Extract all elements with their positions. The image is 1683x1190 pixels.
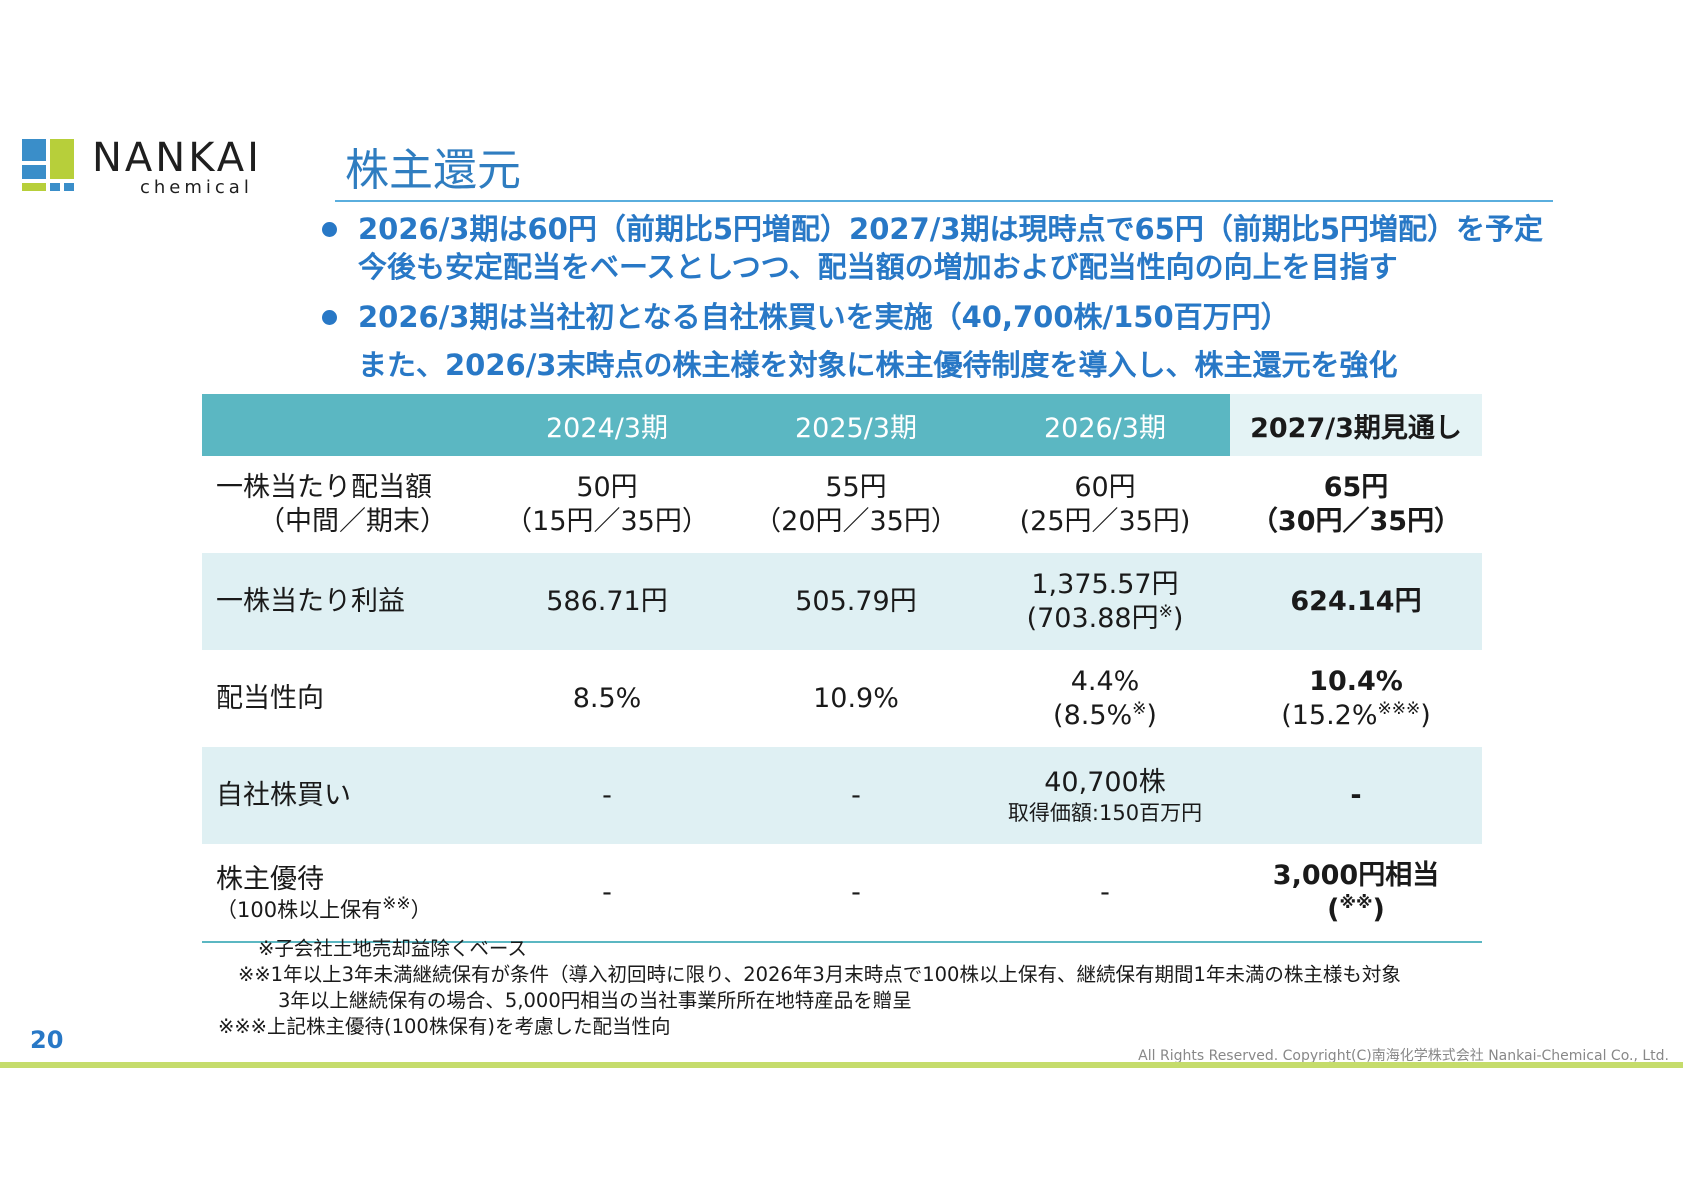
title-divider bbox=[335, 200, 1553, 202]
cell: - bbox=[482, 747, 732, 844]
row-label: 一株当たり配当額 （中間／期末） bbox=[216, 471, 447, 537]
logo-mark-icon bbox=[22, 139, 74, 191]
row-label: 配当性向 bbox=[216, 682, 324, 714]
row-label: 一株当たり利益 bbox=[202, 553, 482, 650]
cell: 60円 (25円／35円) bbox=[1019, 471, 1191, 537]
cell: - bbox=[732, 844, 980, 943]
footnote: ※※※上記株主優待(100株保有)を考慮した配当性向 bbox=[218, 1015, 671, 1038]
cell: 1,375.57円 (703.88円※) bbox=[980, 553, 1230, 650]
footer-bar bbox=[0, 1062, 1683, 1068]
bullet-dividend: 2026/3期は60円（前期比5円増配）2027/3期は現時点で65円（前期比5… bbox=[322, 210, 1662, 286]
cell: 8.5% bbox=[572, 682, 642, 714]
footnote: ※※1年以上3年未満継続保有が条件（導入初回時に限り、2026年3月末時点で10… bbox=[238, 963, 1401, 986]
cell: 50円 （15円／35円） bbox=[505, 471, 709, 537]
header-fy2026: 2026/3期 bbox=[980, 394, 1230, 456]
cell: - bbox=[482, 844, 732, 943]
header-fy2027-forecast: 2027/3期見通し bbox=[1230, 394, 1482, 456]
cell: 55円 （20円／35円） bbox=[754, 471, 958, 537]
summary-bullets: 2026/3期は60円（前期比5円増配）2027/3期は現時点で65円（前期比5… bbox=[322, 210, 1662, 384]
cell: 586.71円 bbox=[482, 553, 732, 650]
footnotes: ※子会社土地売却益除くベース ※※1年以上3年未満継続保有が条件（導入初回時に限… bbox=[218, 936, 1401, 1040]
cell: 505.79円 bbox=[732, 553, 980, 650]
header-blank bbox=[202, 394, 482, 456]
shareholder-return-table: 2024/3期 2025/3期 2026/3期 2027/3期見通し 一株当たり… bbox=[202, 394, 1482, 943]
copyright-text: All Rights Reserved. Copyright(C)南海化学株式会… bbox=[1138, 1048, 1669, 1064]
row-label: 株主優待 （100株以上保有※※） bbox=[202, 844, 482, 943]
cell-forecast: - bbox=[1230, 747, 1482, 844]
header-fy2025: 2025/3期 bbox=[732, 394, 980, 456]
bullet-line: 今後も安定配当をベースとしつつ、配当額の増加および配当性向の向上を目指す bbox=[358, 250, 1398, 284]
logo-subtext: chemical bbox=[140, 177, 253, 198]
table-header-row: 2024/3期 2025/3期 2026/3期 2027/3期見通し bbox=[202, 394, 1482, 456]
footnote: ※子会社土地売却益除くベース bbox=[258, 937, 527, 960]
table-row-buyback: 自社株買い - - 40,700株 取得価額:150百万円 - bbox=[202, 747, 1482, 844]
company-logo: NANKAI chemical bbox=[22, 135, 292, 198]
table-row-payout: 配当性向 8.5% 10.9% 4.4% (8.5%※) 10.4% (15.2… bbox=[202, 650, 1482, 747]
bullet-dot-icon bbox=[322, 310, 337, 325]
cell: - bbox=[732, 747, 980, 844]
page-number: 20 bbox=[30, 1026, 64, 1054]
cell-forecast: 10.4% (15.2%※※※) bbox=[1281, 665, 1431, 731]
cell-forecast: 3,000円相当 (※※) bbox=[1230, 844, 1482, 943]
cell: - bbox=[980, 844, 1230, 943]
table-row-dps: 一株当たり配当額 （中間／期末） 50円 （15円／35円） 55円 （20円／35… bbox=[202, 456, 1482, 553]
cell-forecast: 624.14円 bbox=[1230, 553, 1482, 650]
logo-wordmark: NANKAI bbox=[92, 135, 262, 181]
footnote: 3年以上継続保有の場合、5,000円相当の当社事業所所在地特産品を贈呈 bbox=[278, 989, 912, 1012]
cell: 4.4% (8.5%※) bbox=[1053, 665, 1157, 731]
table-row-eps: 一株当たり利益 586.71円 505.79円 1,375.57円 (703.8… bbox=[202, 553, 1482, 650]
bullet-buyback: 2026/3期は当社初となる自社株買いを実施（40,700株/150百万円） ま… bbox=[322, 298, 1662, 384]
header-fy2024: 2024/3期 bbox=[482, 394, 732, 456]
table-row-benefit: 株主優待 （100株以上保有※※） - - - 3,000円相当 (※※) bbox=[202, 844, 1482, 943]
page-title: 株主還元 bbox=[345, 145, 521, 196]
cell: 10.9% bbox=[813, 682, 899, 714]
bullet-line: 2026/3期は当社初となる自社株買いを実施（40,700株/150百万円） bbox=[358, 300, 1290, 334]
bullet-line: 2026/3期は60円（前期比5円増配）2027/3期は現時点で65円（前期比5… bbox=[358, 212, 1544, 246]
cell: 40,700株 取得価額:150百万円 bbox=[980, 747, 1230, 844]
row-label: 自社株買い bbox=[202, 747, 482, 844]
cell-forecast: 65円 （30円／35円） bbox=[1250, 471, 1462, 537]
bullet-line: また、2026/3末時点の株主様を対象に株主優待制度を導入し、株主還元を強化 bbox=[358, 348, 1398, 382]
bullet-dot-icon bbox=[322, 222, 337, 237]
